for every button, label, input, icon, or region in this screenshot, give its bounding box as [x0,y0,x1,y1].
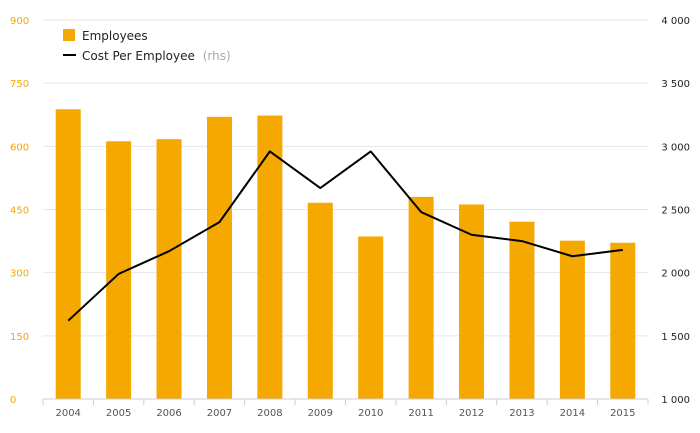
bar-employees [156,139,182,399]
bar-employees [610,242,636,399]
x-tick-label: 2012 [459,408,484,419]
y-right-tick-label: 4 000 [661,16,690,27]
legend-label-rhs-suffix: (rhs) [203,49,231,63]
y-left-tick-label: 150 [10,332,29,343]
x-tick-label: 2005 [106,408,131,419]
x-tick-label: 2015 [610,408,635,419]
legend: Employees Cost Per Employee (rhs) [63,29,231,63]
legend-label-employees: Employees [82,29,148,43]
y-left-tick-label: 0 [10,395,16,406]
x-tick-label: 2009 [308,408,333,419]
y-left-tick-label: 450 [10,206,29,217]
bar-employees [358,236,384,399]
axes: 0 150 300 450 600 750 900 1 000 1 500 2 000 2 500 3… [10,16,690,419]
y-right-tick-label: 1 000 [661,395,690,406]
x-tick-label: 2010 [358,408,383,419]
bar-employees [55,109,81,399]
y-right-tick-label: 3 000 [661,142,690,153]
x-tick-label: 2004 [55,408,80,419]
bar-series-employees [55,109,636,399]
line-series-cost-per-employee [67,150,623,322]
legend-swatch-employees [63,29,75,41]
x-tick-label: 2006 [156,408,181,419]
y-right-tick-label: 1 500 [661,332,690,343]
y-left-tick-label: 750 [10,79,29,90]
x-tick-label: 2014 [560,408,585,419]
bar-employees [559,240,585,399]
y-right-tick-label: 2 500 [661,206,690,217]
legend-label-cost-per-employee-name: Cost Per Employee [82,49,195,63]
x-tick-label: 2007 [207,408,232,419]
y-left-tick-label: 600 [10,142,29,153]
bar-employees [459,204,485,399]
x-tick-label: 2011 [408,408,433,419]
bar-employees [408,196,434,399]
x-tick-label: 2013 [509,408,534,419]
grid-lines [43,19,648,337]
y-right-tick-label: 2 000 [661,269,690,280]
y-left-tick-label: 300 [10,269,29,280]
legend-label-cost-per-employee: Cost Per Employee (rhs) [82,49,231,63]
bar-employees [206,116,232,399]
bar-employees [307,202,333,399]
y-right-tick-label: 3 500 [661,79,690,90]
line-path-cost-per-employee [67,150,623,322]
x-tick-label: 2008 [257,408,282,419]
bar-employees [509,221,535,399]
y-left-tick-label: 900 [10,16,29,27]
